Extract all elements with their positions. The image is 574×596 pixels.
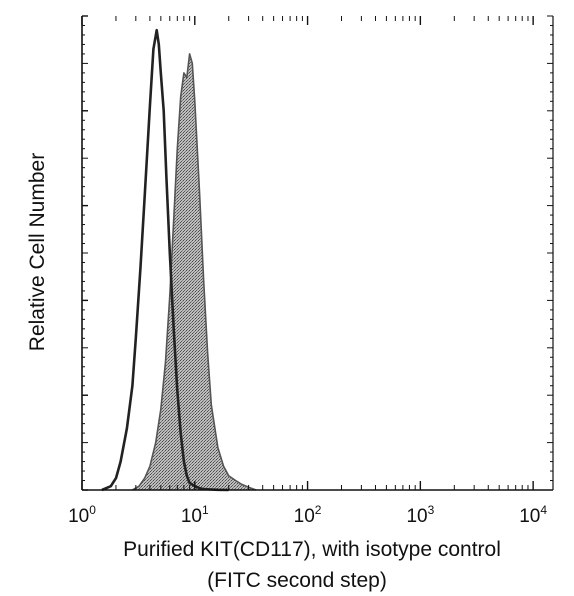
series-layer [101,28,257,492]
x-tick-label: 102 [294,503,322,527]
series-1-area [132,53,257,491]
series-0-line [101,28,229,492]
x-tick-label: 104 [519,503,547,527]
x-tick-label-base: 10 [294,506,315,527]
x-tick-label-base: 10 [519,506,540,527]
x-tick-label: 100 [68,503,96,527]
x-tick-label-base: 10 [406,506,427,527]
x-axis-title-line1: Purified KIT(CD117), with isotype contro… [123,538,501,561]
x-tick-label-base: 10 [181,506,202,527]
series-1-line [132,53,257,491]
x-axis-title-line2: (FITC second step) [207,569,387,592]
x-tick-label-exponent: 2 [315,503,322,517]
x-tick-label: 101 [181,503,209,527]
axes-layer [81,16,554,491]
ticks-layer [81,15,553,491]
x-tick-label-exponent: 1 [202,503,209,517]
x-tick-label: 103 [406,503,434,527]
y-axis-title: Relative Cell Number [26,153,49,351]
x-tick-label-base: 10 [68,506,89,527]
x-tick-label-exponent: 4 [540,503,547,517]
x-tick-label-exponent: 3 [428,503,435,517]
x-tick-label-exponent: 0 [89,503,96,517]
